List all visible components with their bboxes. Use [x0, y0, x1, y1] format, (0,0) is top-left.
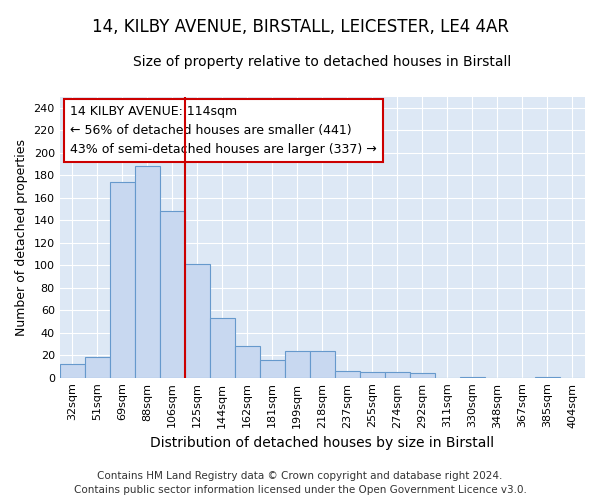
Text: 14 KILBY AVENUE: 114sqm
← 56% of detached houses are smaller (441)
43% of semi-d: 14 KILBY AVENUE: 114sqm ← 56% of detache… [70, 105, 377, 156]
Bar [410, 373, 435, 378]
Bar [85, 358, 110, 378]
Bar [335, 371, 360, 378]
Bar [535, 376, 560, 378]
Bar [160, 212, 185, 378]
Y-axis label: Number of detached properties: Number of detached properties [15, 138, 28, 336]
Bar [185, 264, 210, 378]
Text: Contains HM Land Registry data © Crown copyright and database right 2024.
Contai: Contains HM Land Registry data © Crown c… [74, 471, 526, 495]
X-axis label: Distribution of detached houses by size in Birstall: Distribution of detached houses by size … [150, 436, 494, 450]
Bar [460, 376, 485, 378]
Bar [285, 350, 310, 378]
Bar [110, 182, 135, 378]
Bar [385, 372, 410, 378]
Bar [310, 350, 335, 378]
Bar [135, 166, 160, 378]
Bar [260, 360, 285, 378]
Title: Size of property relative to detached houses in Birstall: Size of property relative to detached ho… [133, 55, 511, 69]
Text: 14, KILBY AVENUE, BIRSTALL, LEICESTER, LE4 4AR: 14, KILBY AVENUE, BIRSTALL, LEICESTER, L… [91, 18, 509, 36]
Bar [210, 318, 235, 378]
Bar [235, 346, 260, 378]
Bar [360, 372, 385, 378]
Bar [59, 364, 85, 378]
